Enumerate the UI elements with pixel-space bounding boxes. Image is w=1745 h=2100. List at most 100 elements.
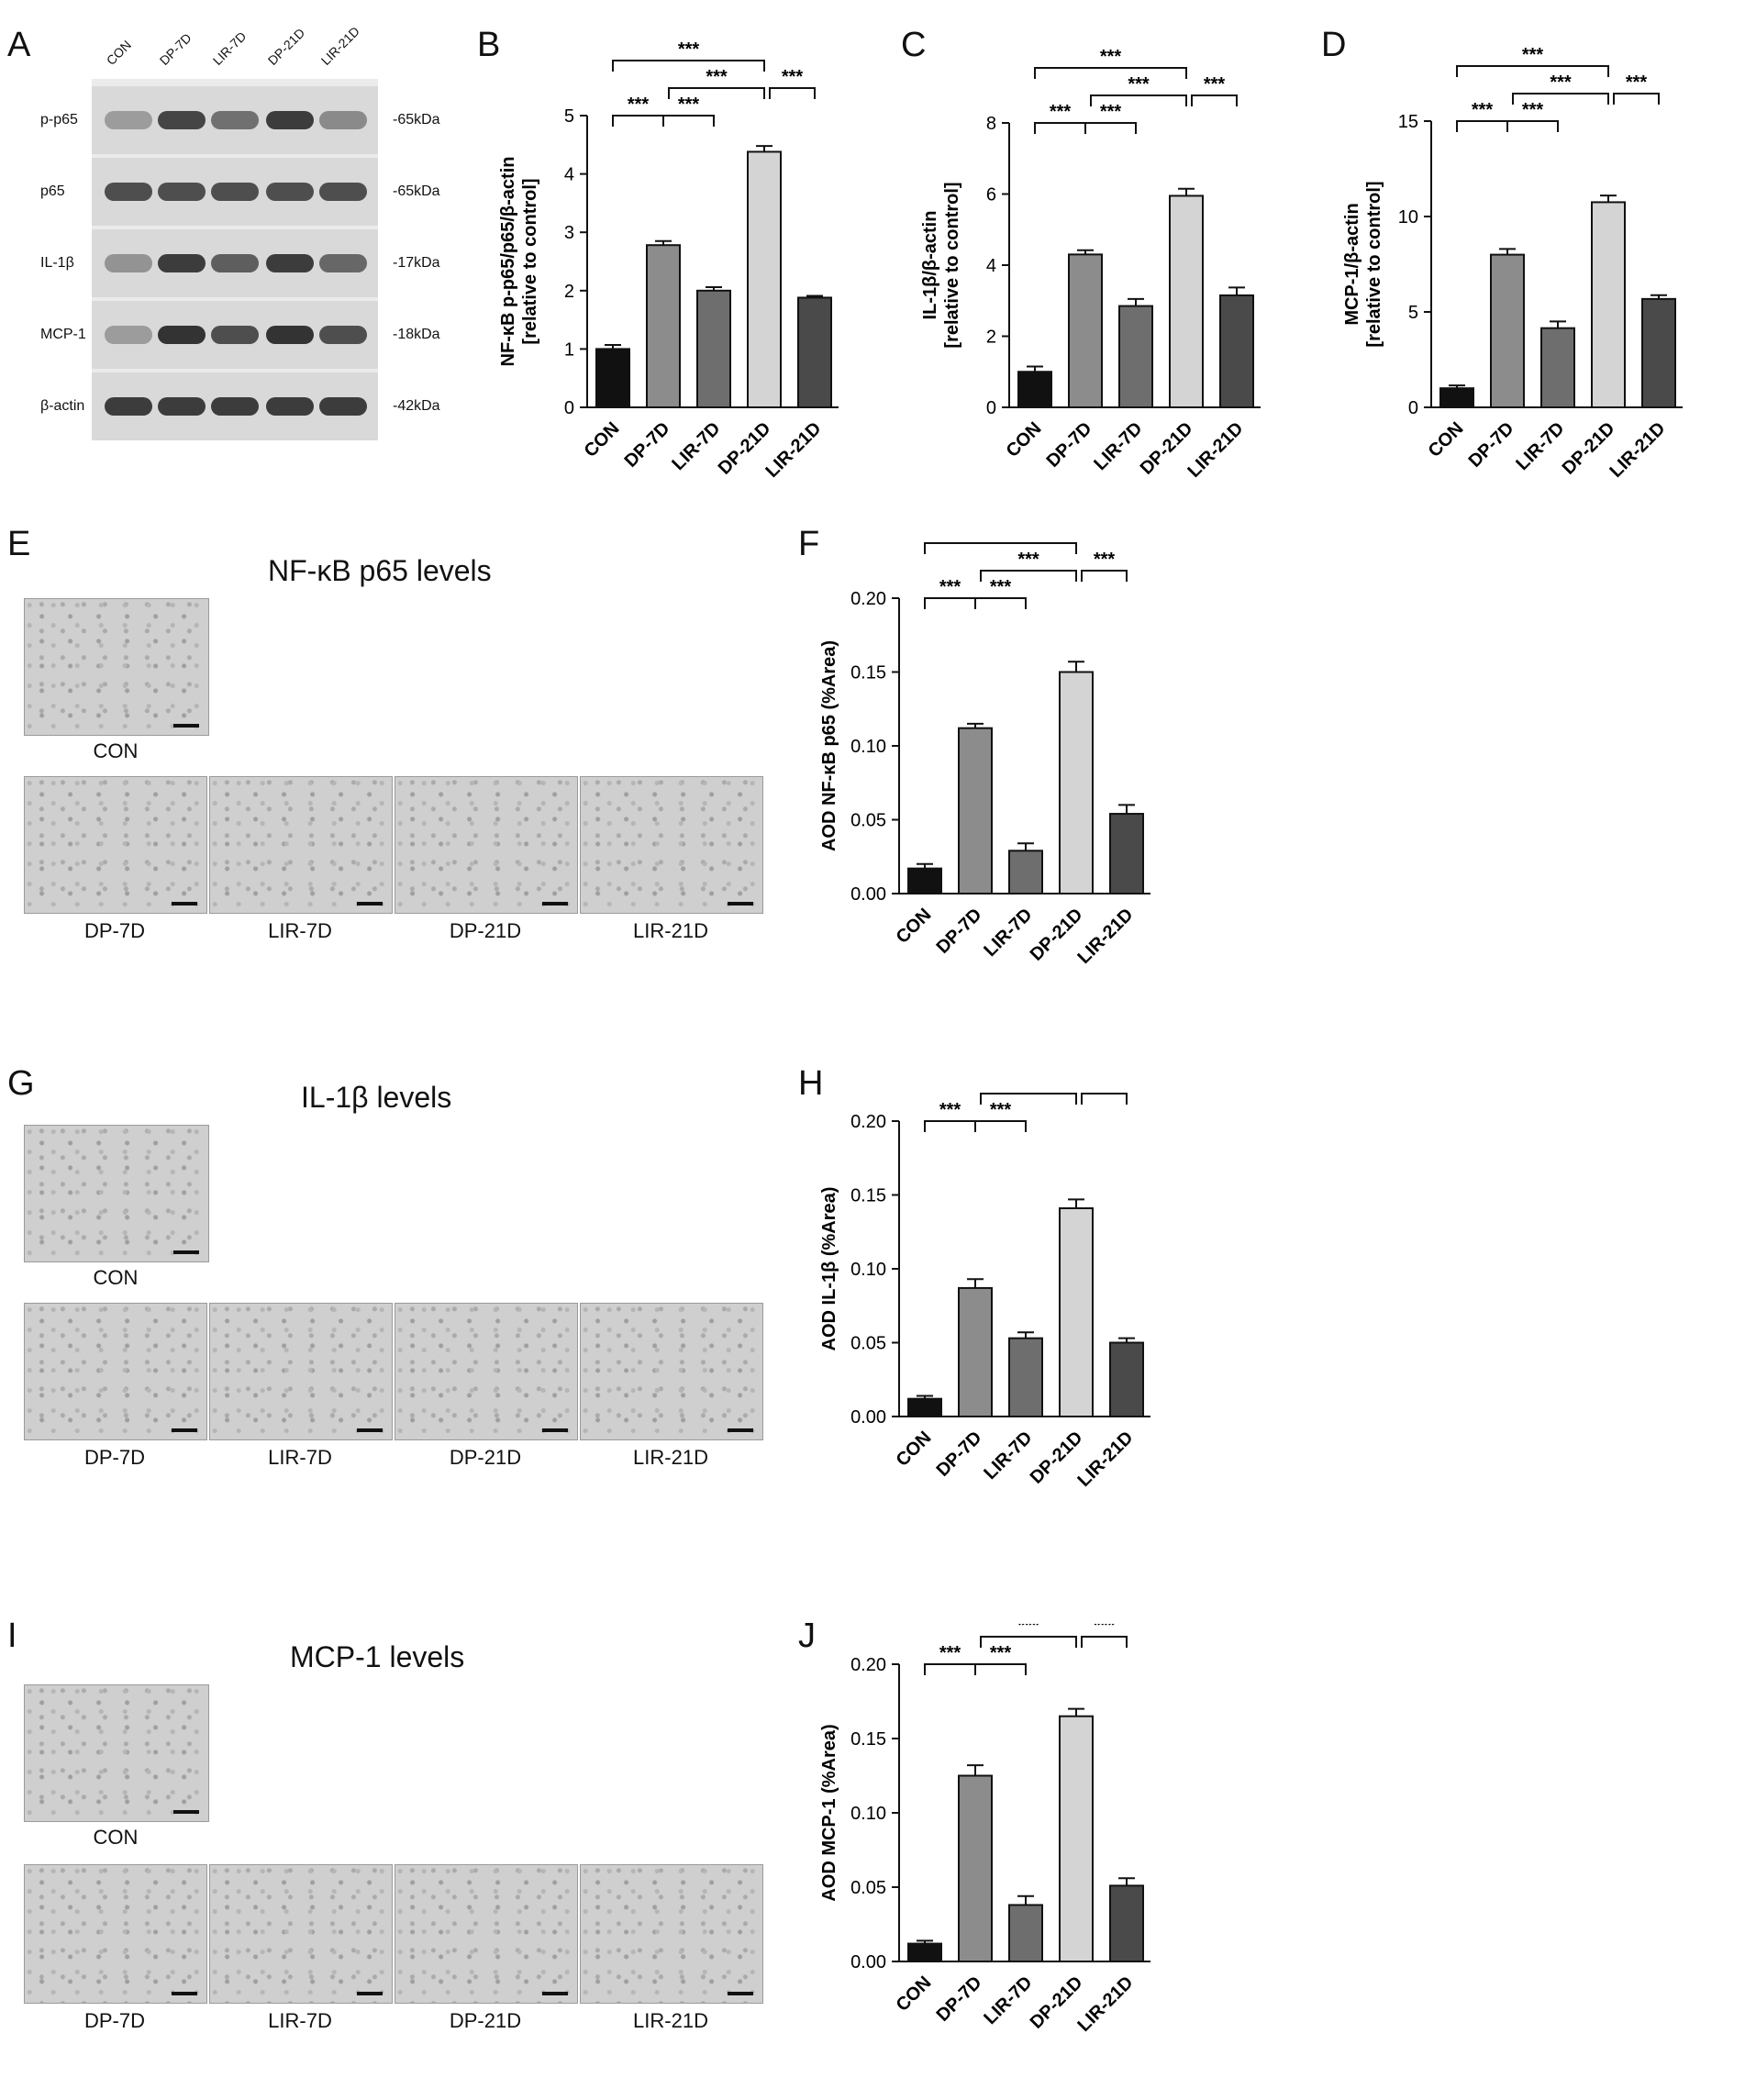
significance-bracket: *** xyxy=(1034,47,1187,79)
significance-bracket: *** xyxy=(668,67,765,99)
significance-label: *** xyxy=(1522,45,1544,65)
micrograph xyxy=(580,776,763,914)
significance-label: *** xyxy=(1100,102,1122,122)
bracket-line xyxy=(1456,65,1609,77)
bar xyxy=(595,348,630,408)
y-axis-label-line: AOD NF-κB p65 (%Area) xyxy=(819,640,839,851)
x-tick-label: DP-7D xyxy=(1465,418,1518,472)
bar xyxy=(1490,253,1525,408)
significance-label: *** xyxy=(1094,550,1116,570)
significance-bracket: *** xyxy=(1081,1624,1128,1648)
y-axis-label: AOD MCP-1 (%Area) xyxy=(819,1724,839,1901)
significance-label: *** xyxy=(706,67,728,87)
bar xyxy=(1109,1884,1144,1963)
y-tick-label: 0.10 xyxy=(850,1804,886,1824)
y-tick-label: 5 xyxy=(1408,303,1418,323)
y-tick-label: 0.20 xyxy=(850,1112,886,1132)
micrograph-label: LIR-21D xyxy=(633,2009,708,2032)
significance-label: *** xyxy=(1522,100,1544,120)
y-tick-label: 1 xyxy=(564,339,574,360)
blot-band xyxy=(266,326,314,344)
significance-bracket: *** xyxy=(924,1643,976,1675)
bracket-line xyxy=(612,60,765,72)
bracket-line xyxy=(924,1663,976,1675)
blot-band xyxy=(211,397,259,416)
panel-letter-f: F xyxy=(798,525,820,563)
bar-chart-j: 0.000.050.100.150.20CONDP-7DLIR-7DDP-21D… xyxy=(819,1624,1150,2036)
scale-bar xyxy=(172,1428,197,1432)
significance-bracket: *** xyxy=(974,577,1027,609)
y-tick-label: 0.05 xyxy=(850,1334,886,1354)
ihc-title-mcp1: MCP-1 levels xyxy=(290,1640,465,1673)
blot-lane-label: LIR-21D xyxy=(317,23,362,68)
bar-chart-f: 0.000.050.100.150.20CONDP-7DLIR-7DDP-21D… xyxy=(819,541,1150,968)
significance-bracket: *** xyxy=(1613,72,1660,105)
bar xyxy=(1118,305,1153,408)
bracket-line xyxy=(769,87,816,99)
blot-lane-label: LIR-7D xyxy=(209,28,250,68)
panel-letter-h: H xyxy=(798,1064,824,1103)
significance-label: *** xyxy=(939,1100,961,1120)
significance-label: *** xyxy=(678,94,700,115)
significance-bracket: *** xyxy=(980,550,1077,582)
significance-bracket: *** xyxy=(1084,102,1137,134)
significance-label: *** xyxy=(1100,47,1122,67)
significance-bracket: *** xyxy=(1456,45,1609,77)
significance-label: *** xyxy=(1050,102,1072,122)
micrograph xyxy=(209,1864,393,2004)
significance-label: *** xyxy=(990,1643,1012,1663)
scale-bar xyxy=(173,724,199,728)
y-tick-label: 2 xyxy=(564,282,574,302)
micrograph-con xyxy=(24,598,209,736)
ihc-title-nfkb: NF-κB p65 levels xyxy=(268,554,492,587)
micrograph xyxy=(395,776,578,914)
blot-band xyxy=(158,326,206,344)
micrograph-label: DP-7D xyxy=(83,2009,145,2032)
bracket-line xyxy=(1034,67,1187,79)
blot-lane-label: DP-7D xyxy=(156,29,195,68)
y-axis-label: IL-1β/β-actin [relative to control] xyxy=(920,182,962,348)
bar xyxy=(1219,294,1254,408)
blot-band xyxy=(105,326,152,344)
bar xyxy=(958,727,993,894)
bracket-line xyxy=(662,115,715,127)
panel-letter-b: B xyxy=(477,26,501,64)
scale-bar xyxy=(728,902,753,906)
significance-label: *** xyxy=(1128,74,1150,94)
blot-row-kda: -65kDa xyxy=(393,183,440,199)
y-tick-label: 0.20 xyxy=(850,1655,886,1675)
significance-label: *** xyxy=(1017,1624,1039,1636)
x-tick-label: DP-7D xyxy=(933,1428,986,1481)
significance-bracket: *** xyxy=(1081,550,1128,582)
x-tick-label: CON xyxy=(893,1972,936,2016)
y-axis-label-line: [relative to control] xyxy=(520,178,540,344)
y-tick-label: 0.05 xyxy=(850,1878,886,1898)
scale-bar xyxy=(173,1810,199,1814)
y-tick-label: 6 xyxy=(986,185,996,206)
x-tick-label: LIR-21D xyxy=(1074,1972,1138,2036)
y-axis-label: NF-κB p-p65/p65/β-actin [relative to cont… xyxy=(498,157,540,367)
blot-row-name: IL-1β xyxy=(40,255,74,271)
y-tick-label: 0.20 xyxy=(850,589,886,609)
scale-bar xyxy=(542,1992,568,1995)
bracket-line xyxy=(1456,120,1508,132)
significance-bracket: *** xyxy=(612,94,664,127)
x-tick-label: CON xyxy=(1003,418,1046,461)
y-tick-label: 0.10 xyxy=(850,737,886,757)
bar-chart-d: 051015CONDP-7DLIR-7DDP-21DLIR-21DMCP-1/β… xyxy=(1342,45,1683,482)
bracket-line xyxy=(924,542,1077,554)
blot-lane-label: CON xyxy=(103,37,135,68)
micrograph-label: CON xyxy=(93,1826,139,1849)
bar xyxy=(1109,1341,1144,1417)
bracket-line xyxy=(1512,93,1609,105)
micrograph-label: LIR-7D xyxy=(268,2009,332,2032)
bracket-line xyxy=(1506,120,1559,132)
micrograph-label: LIR-7D xyxy=(268,919,332,942)
micrograph-con xyxy=(24,1684,209,1822)
blot-row-kda: -42kDa xyxy=(393,398,440,414)
scale-bar xyxy=(172,1992,197,1995)
panel-letter-a: A xyxy=(7,26,31,64)
bar xyxy=(907,1397,942,1417)
x-tick-label: DP-7D xyxy=(933,905,986,958)
significance-label: *** xyxy=(1017,550,1039,570)
